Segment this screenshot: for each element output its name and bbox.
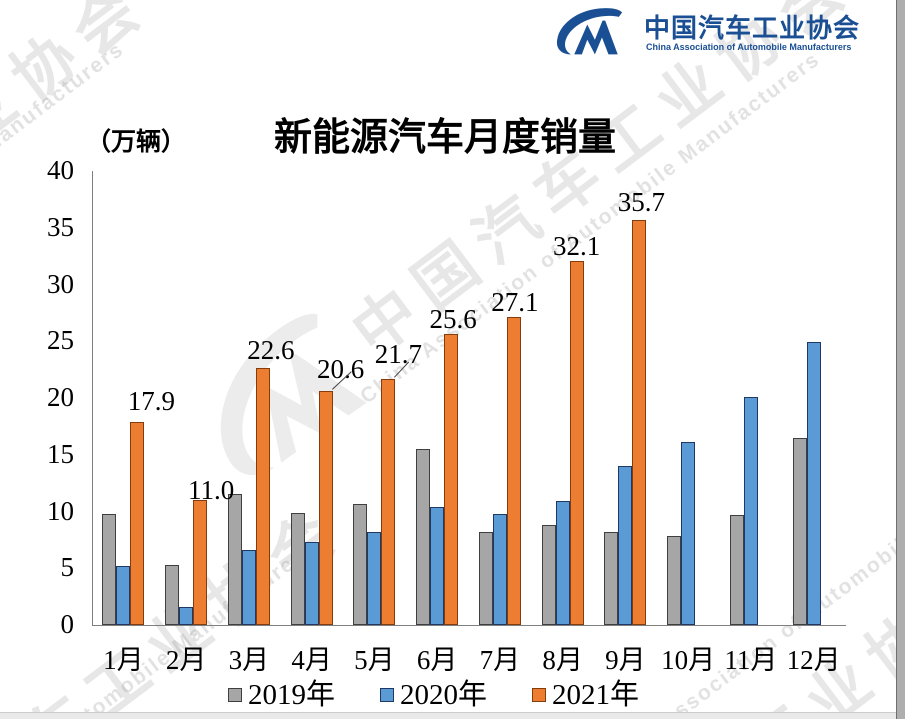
bar-2019年-m9 <box>604 531 619 625</box>
data-label-11.0: 11.0 <box>188 475 235 506</box>
org-name-cn: 中国汽车工业协会 <box>644 13 861 43</box>
bar-2021年-m6 <box>444 334 459 625</box>
bar-2020年-m6 <box>430 506 445 625</box>
plot-area <box>92 171 846 626</box>
bar-2019年-m12 <box>792 437 807 625</box>
bar-2020年-m4 <box>304 542 319 625</box>
data-label-22.6: 22.6 <box>247 335 295 366</box>
chart-title: 新能源汽车月度销量 <box>273 117 616 159</box>
y-tick-label-35: 35 <box>47 211 74 242</box>
bar-2019年-m5 <box>353 503 368 625</box>
bar-2020年-m12 <box>806 342 821 625</box>
x-axis-label-9: 9月 <box>605 645 646 675</box>
bottom-edge-strip <box>0 712 896 719</box>
data-label-20.6: 20.6 <box>317 354 365 385</box>
x-axis-label-5: 5月 <box>354 645 395 675</box>
bar-2019年-m8 <box>541 525 556 625</box>
data-label-25.6: 25.6 <box>429 304 477 335</box>
bar-2019年-m7 <box>478 531 493 625</box>
x-axis-label-11: 11月 <box>724 645 778 675</box>
legend-item-2021: 2021年 <box>532 679 639 711</box>
legend-label-2020: 2020年 <box>400 679 488 711</box>
x-axis-label-10: 10月 <box>661 645 716 675</box>
x-axis-label-3: 3月 <box>228 645 270 675</box>
bar-2019年-m6 <box>416 449 431 625</box>
legend-label-2019: 2019年 <box>248 679 336 711</box>
y-tick-label-25: 25 <box>47 325 74 356</box>
bar-2019年-m3 <box>227 494 242 625</box>
y-axis-unit-label: （万辆） <box>86 129 187 156</box>
bar-2021年-m7 <box>506 317 521 625</box>
legend: 2019年 2020年 2021年 <box>228 679 639 711</box>
legend-swatch-2019 <box>228 688 242 702</box>
y-tick-label-30: 30 <box>47 268 74 299</box>
bar-2021年-m9 <box>632 219 647 625</box>
bar-2021年-m4 <box>318 391 333 625</box>
y-tick-label-5: 5 <box>60 552 75 583</box>
bar-2020年-m10 <box>681 442 696 625</box>
x-axis-label-4: 4月 <box>291 645 332 675</box>
bar-2020年-m1 <box>116 565 131 625</box>
bar-2020年-m9 <box>618 466 633 625</box>
bar-2019年-m1 <box>102 513 117 625</box>
y-tick-label-40: 40 <box>47 155 74 185</box>
bar-2020年-m7 <box>492 513 507 625</box>
legend-item-2020: 2020年 <box>380 679 487 711</box>
x-axis-label-2: 2月 <box>165 645 207 675</box>
y-tick-label-10: 10 <box>47 495 74 526</box>
bar-2020年-m11 <box>743 396 758 625</box>
x-axis-label-12: 12月 <box>786 645 841 675</box>
bar-2019年-m2 <box>165 564 180 625</box>
bar-2019年-m10 <box>667 536 682 625</box>
cam-logo-icon <box>556 8 623 55</box>
y-tick-label-15: 15 <box>47 438 74 469</box>
data-label-32.1: 32.1 <box>553 230 601 261</box>
bar-2020年-m5 <box>367 531 382 625</box>
x-axis-label-6: 6月 <box>416 645 458 675</box>
bar-2020年-m8 <box>555 501 570 625</box>
data-label-17.9: 17.9 <box>127 385 175 416</box>
x-axis-label-1: 1月 <box>103 645 144 675</box>
x-axis-label-7: 7月 <box>479 645 521 675</box>
legend-item-2019: 2019年 <box>228 679 335 711</box>
legend-swatch-2020 <box>380 688 395 702</box>
bar-2019年-m11 <box>729 514 744 625</box>
bar-2020年-m3 <box>241 550 256 625</box>
bar-2021年-m8 <box>569 260 584 625</box>
bar-2019年-m4 <box>290 512 305 625</box>
scrollbar[interactable] <box>896 0 905 719</box>
y-tick-label-0: 0 <box>60 609 75 639</box>
y-tick-label-20: 20 <box>47 382 74 412</box>
x-axis-label-8: 8月 <box>542 645 583 675</box>
bar-2020年-m2 <box>179 606 194 625</box>
legend-label-2021: 2021年 <box>552 679 640 711</box>
legend-swatch-2021 <box>532 688 547 702</box>
data-label-35.7: 35.7 <box>617 186 665 217</box>
data-label-21.7: 21.7 <box>374 338 422 369</box>
bar-2021年-m1 <box>130 421 145 625</box>
bar-2021年-m3 <box>255 368 270 625</box>
bar-2021年-m5 <box>381 378 396 625</box>
org-name-en: China Association of Automobile Manufact… <box>646 42 852 52</box>
bar-2021年-m2 <box>193 500 208 625</box>
data-label-27.1: 27.1 <box>491 287 539 318</box>
